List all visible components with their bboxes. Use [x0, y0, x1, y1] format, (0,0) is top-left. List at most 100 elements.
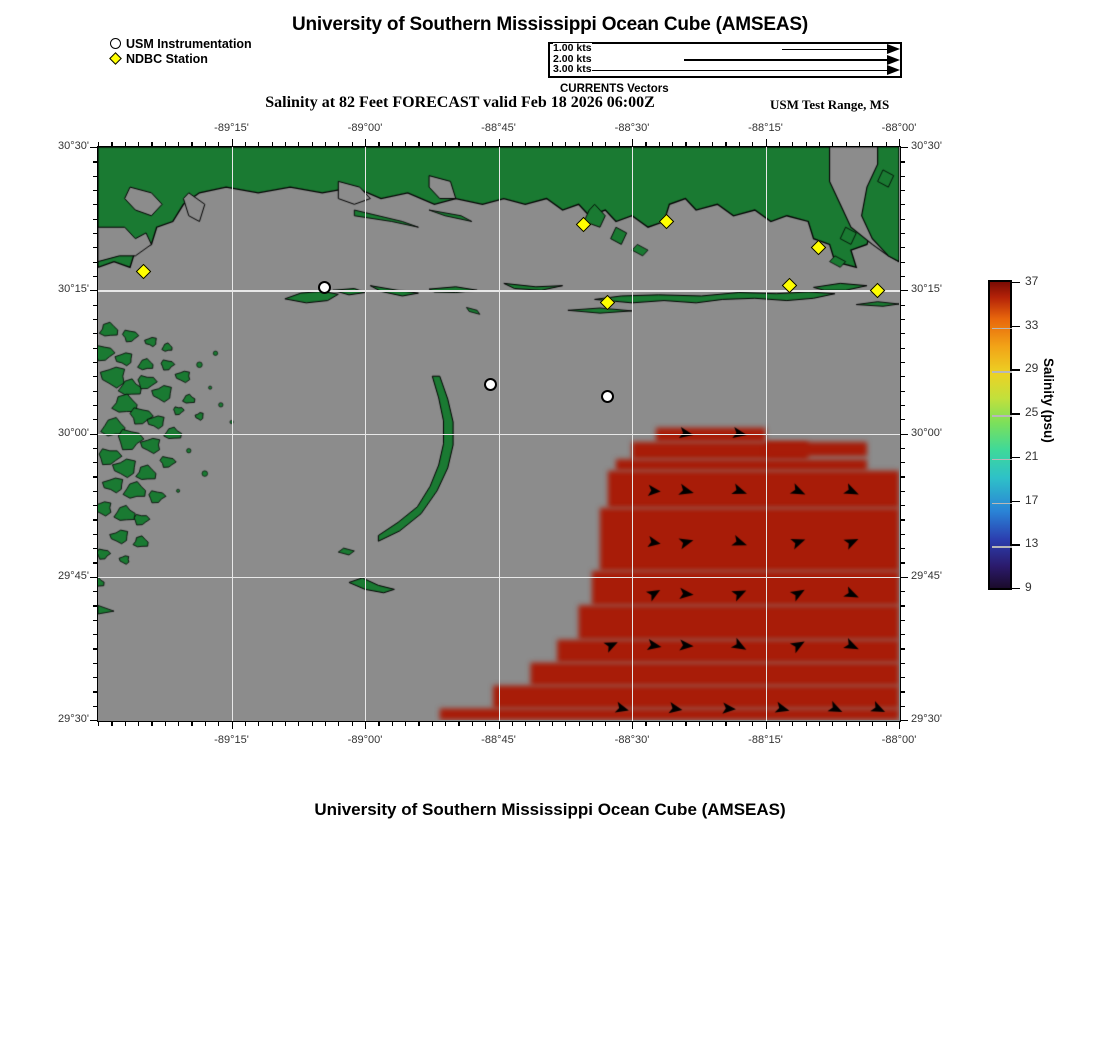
- legend-label-ndbc: NDBC Station: [126, 51, 208, 66]
- y-axis-tick: [901, 662, 905, 664]
- x-axis-tick: [231, 139, 233, 146]
- currents-scale-label: 2.00 kts: [553, 52, 592, 65]
- y-axis-tick: [90, 433, 97, 435]
- colorbar-tick-label: 33: [1025, 317, 1039, 332]
- x-axis-tick: [471, 722, 473, 726]
- y-axis-tick: [901, 677, 905, 679]
- x-axis-tick: [885, 722, 887, 726]
- usm-station-2[interactable]: [483, 378, 497, 392]
- y-axis-tick: [901, 361, 905, 364]
- y-axis-tick: [901, 619, 905, 621]
- x-axis-tick: [378, 722, 380, 726]
- y-axis-tick: [901, 161, 905, 163]
- usm-station-3[interactable]: [601, 389, 615, 403]
- legend-label-usm: USM Instrumentation: [126, 36, 252, 51]
- currents-scale-row: 1.00 kts: [550, 42, 900, 55]
- gridline-latitude: [98, 576, 900, 579]
- currents-scale-label: 1.00 kts: [553, 42, 592, 54]
- symbol-legend: USM Instrumentation NDBC Station: [108, 36, 252, 66]
- x-axis-tick: [872, 722, 874, 726]
- x-axis-tick: [151, 722, 153, 726]
- colorbar-separator: [992, 458, 1012, 461]
- colorbar-tick-label: 37: [1025, 274, 1039, 288]
- x-axis-label: -89°00': [347, 734, 383, 746]
- y-axis-tick: [901, 605, 905, 607]
- y-axis-tick: [901, 189, 905, 192]
- x-axis-tick: [498, 139, 500, 146]
- currents-arrow-head-icon: [887, 54, 900, 65]
- map-plot-area[interactable]: [97, 146, 901, 722]
- colorbar-tick-label: 21: [1025, 448, 1039, 463]
- y-axis-tick: [901, 376, 905, 378]
- y-axis-label: 30°00': [58, 426, 89, 439]
- x-axis-tick: [685, 722, 687, 726]
- x-axis-tick: [405, 722, 407, 726]
- colorbar-tick: [1012, 282, 1020, 284]
- colorbar-separator: [992, 546, 1012, 548]
- y-axis-tick: [901, 347, 905, 349]
- x-axis-tick: [818, 722, 821, 726]
- x-axis-tick: [218, 722, 220, 726]
- y-axis-tick: [90, 290, 97, 292]
- y-axis-tick: [901, 533, 905, 535]
- x-axis-tick: [645, 722, 647, 726]
- colorbar-tick-label: 13: [1025, 536, 1039, 551]
- y-axis-tick: [901, 591, 905, 593]
- x-axis-tick: [765, 139, 767, 146]
- x-axis-tick: [391, 722, 393, 726]
- colorbar-separator: [992, 415, 1012, 417]
- x-axis-tick: [832, 722, 834, 726]
- y-axis-tick: [901, 419, 905, 421]
- x-axis-tick: [231, 722, 233, 729]
- y-axis-tick: [901, 576, 908, 578]
- y-axis-tick: [901, 261, 905, 263]
- x-axis-tick: [765, 722, 767, 729]
- page-title: University of Southern Mississippi Ocean…: [291, 14, 808, 35]
- colorbar-tick-label: 9: [1025, 580, 1032, 594]
- x-axis-tick: [365, 139, 367, 146]
- x-axis-tick: [578, 722, 580, 726]
- circle-marker-icon: [108, 38, 123, 49]
- currents-arrow-shaft: [782, 48, 887, 51]
- x-axis-tick: [338, 722, 340, 726]
- x-axis-tick: [178, 722, 180, 726]
- x-axis-tick: [458, 722, 460, 726]
- y-axis-tick: [901, 390, 905, 392]
- usm-station-1[interactable]: [318, 280, 332, 294]
- currents-arrow-shaft: [579, 69, 887, 72]
- x-axis-tick: [204, 722, 206, 726]
- y-axis-label: 30°15': [58, 283, 89, 296]
- colorbar-tick: [1012, 325, 1020, 328]
- x-axis-label: -88°15': [748, 122, 783, 134]
- y-axis-tick: [901, 333, 905, 335]
- x-axis-tick: [164, 722, 166, 726]
- y-axis-tick: [901, 519, 905, 521]
- y-axis-tick: [901, 462, 905, 464]
- x-axis-tick: [738, 722, 740, 726]
- x-axis-tick: [698, 722, 700, 726]
- x-axis-tick: [111, 722, 113, 726]
- x-axis-tick: [525, 722, 527, 726]
- y-axis-label: 30°30': [911, 140, 942, 152]
- y-axis-label: 30°30': [58, 140, 89, 152]
- x-axis-tick: [538, 722, 540, 726]
- test-range-label: USM Test Range, MS: [770, 97, 890, 112]
- x-axis-label: -88°00': [881, 122, 917, 134]
- x-axis-tick: [365, 722, 367, 729]
- x-axis-tick: [565, 722, 567, 726]
- y-axis-tick: [901, 490, 905, 492]
- diamond-marker-icon: [108, 52, 123, 65]
- colorbar-tick-label: 25: [1025, 405, 1039, 420]
- colorbar-tick: [1012, 369, 1020, 371]
- x-axis-tick: [899, 722, 901, 729]
- x-axis-label: -88°30': [614, 734, 650, 746]
- y-axis-tick: [901, 304, 905, 306]
- colorbar-tick-label: 29: [1025, 361, 1039, 376]
- x-axis-tick: [258, 722, 260, 726]
- x-axis-tick: [618, 722, 620, 726]
- x-axis-tick: [858, 722, 861, 726]
- x-axis-tick: [805, 722, 807, 726]
- y-axis-label: 29°45': [911, 569, 942, 582]
- currents-scale-legend: 1.00 kts 2.00 kts 3.00 kts: [548, 42, 902, 78]
- legend-item-ndbc: NDBC Station: [108, 51, 252, 66]
